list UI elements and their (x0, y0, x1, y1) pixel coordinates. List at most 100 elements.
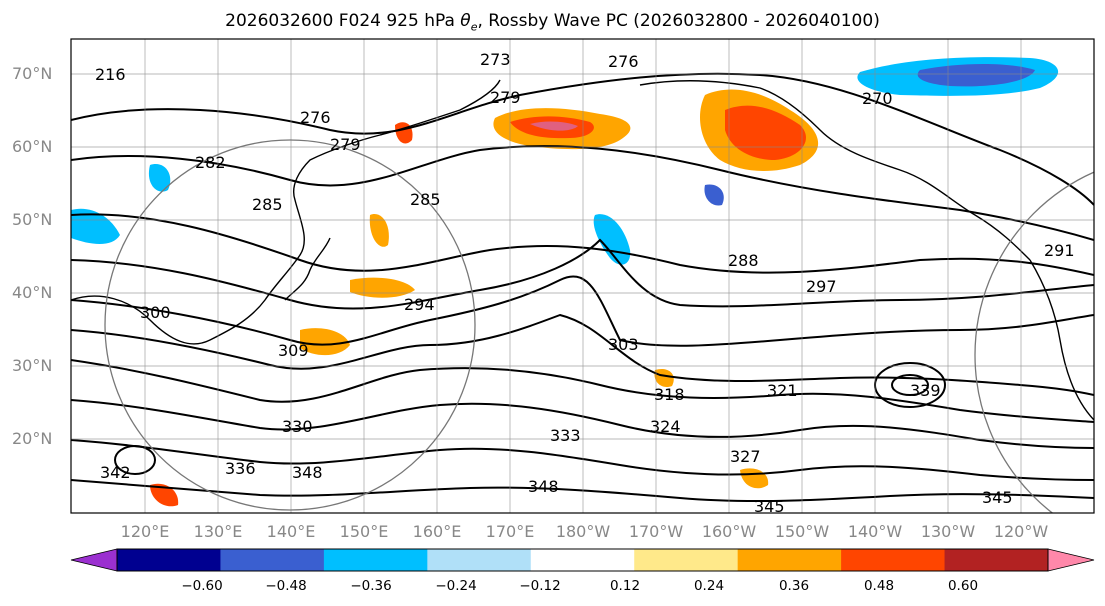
contour-label: 309 (278, 341, 309, 360)
contour-label: 276 (300, 108, 331, 127)
contour-label: 348 (292, 463, 323, 482)
colorbar-segment (323, 549, 428, 571)
contour-label: 297 (806, 277, 837, 296)
colorbar-tick: 0.24 (693, 578, 725, 594)
lon-label-120e: 120°E (120, 522, 170, 541)
contour-label: 327 (730, 447, 761, 466)
contour-label: 345 (754, 497, 785, 516)
title-symbol: θ (460, 11, 471, 31)
contour-label: 330 (282, 417, 313, 436)
contour-label: 345 (982, 488, 1013, 507)
lon-label-180w: 180°W (555, 522, 611, 541)
coastline-alaska (639, 80, 1031, 261)
cold-anomaly-west (71, 208, 120, 244)
colorbar-segment (220, 549, 325, 571)
colorbar-segment (944, 549, 1049, 571)
contour-label: 333 (550, 426, 581, 445)
colorbar-segment (117, 549, 221, 571)
lon-label-130w: 130°W (920, 522, 976, 541)
contour-label: 342 (100, 463, 131, 482)
contour-label: 279 (490, 88, 521, 107)
colorbar-segment (737, 549, 842, 571)
lon-label-140w: 140°W (847, 522, 903, 541)
lat-label-40n: 40°N (12, 283, 53, 302)
lon-label-130e: 130°E (193, 522, 243, 541)
colorbar-segment (841, 549, 946, 571)
graticule (71, 39, 1094, 513)
contour-label: 282 (195, 153, 226, 172)
contour-label: 285 (252, 195, 283, 214)
contour-label: 339 (910, 381, 941, 400)
lon-label-140e: 140°E (266, 522, 316, 541)
title-symbol-subscript: e (470, 20, 478, 34)
lon-label-170w: 170°W (628, 522, 684, 541)
colorbar-tick: 0.48 (863, 578, 895, 594)
colorbar-tick: −0.24 (435, 578, 477, 594)
peak-anomaly-bering (530, 121, 578, 131)
coastline-asia (71, 79, 501, 345)
contour-label: 216 (95, 65, 126, 84)
lat-label-60n: 60°N (12, 137, 53, 156)
contour-label: 294 (404, 295, 435, 314)
lon-label-150e: 150°E (339, 522, 389, 541)
lat-label-30n: 30°N (12, 356, 53, 375)
contour-label: 288 (728, 251, 759, 270)
colorbar-segment (634, 549, 739, 571)
warm-anomaly-east-china-sea (300, 328, 350, 356)
colorbar-tick: −0.60 (181, 578, 223, 594)
contour-label: 324 (650, 417, 681, 436)
reference-circle-east (974, 171, 1094, 513)
lat-label-70n: 70°N (12, 64, 53, 83)
title-prefix: 2026032600 F024 925 hPa (225, 11, 461, 31)
contour-label: 303 (608, 335, 639, 354)
contour-label: 285 (410, 190, 441, 209)
strong-cold-anomaly-canada (917, 64, 1035, 87)
coastline-north-america (1029, 259, 1094, 421)
coastlines (71, 79, 1094, 421)
colorbar-extend-low (70, 548, 118, 572)
colorbar-tick: −0.48 (265, 578, 307, 594)
map-title: 2026032600 F024 925 hPa θe, Rossby Wave … (0, 11, 1105, 33)
lon-label-160e: 160°E (412, 522, 462, 541)
warm-anomaly-north-pacific (654, 368, 674, 388)
title-suffix: , Rossby Wave PC (2026032800 - 202604010… (477, 11, 880, 31)
contour-label: 279 (330, 135, 361, 154)
strong-warm-anomaly-alaska (725, 105, 806, 160)
contour-label: 300 (140, 303, 171, 322)
map-frame (70, 38, 1095, 514)
lat-label-50n: 50°N (12, 210, 53, 229)
lat-label-20n: 20°N (12, 429, 53, 448)
colorbar-tick: −0.12 (519, 578, 561, 594)
colorbar-tick: 0.60 (947, 578, 979, 594)
contour-label: 318 (654, 385, 685, 404)
lon-label-150w: 150°W (774, 522, 830, 541)
map-panel: 216 276 279 276 279 273 270 282 285 285 … (71, 39, 1094, 516)
colorbar-tick: −0.36 (350, 578, 392, 594)
colorbar-frame (116, 548, 1049, 572)
coastline-japan (284, 237, 331, 301)
lon-label-160w: 160°W (701, 522, 757, 541)
contour-label: 291 (1044, 241, 1075, 260)
lon-label-170e: 170°E (485, 522, 535, 541)
reference-circle-west (104, 139, 476, 511)
contour-label: 336 (225, 459, 256, 478)
contour-labels: 216 276 279 276 279 273 270 282 285 285 … (95, 50, 1075, 516)
colorbar-tick: 0.36 (778, 578, 810, 594)
cold-anomaly-siberia (148, 164, 171, 192)
colorbar-extend-high (1047, 548, 1095, 572)
contour-label: 276 (608, 52, 639, 71)
contour-label: 321 (767, 381, 798, 400)
colorbar-segment (427, 549, 532, 571)
contour-label: 270 (862, 89, 893, 108)
lon-label-120w: 120°W (993, 522, 1049, 541)
theta-e-contours (71, 72, 1094, 503)
colorbar-segment (530, 549, 635, 571)
colorbar-tick: 0.12 (609, 578, 641, 594)
contour-label: 348 (528, 477, 559, 496)
warm-anomaly-west-pacific (150, 483, 179, 507)
colorbar (70, 548, 1095, 572)
warm-anomaly-japan-sea (369, 214, 389, 247)
cold-anomaly-gulf-alaska (704, 184, 724, 206)
contour-label: 273 (480, 50, 511, 69)
